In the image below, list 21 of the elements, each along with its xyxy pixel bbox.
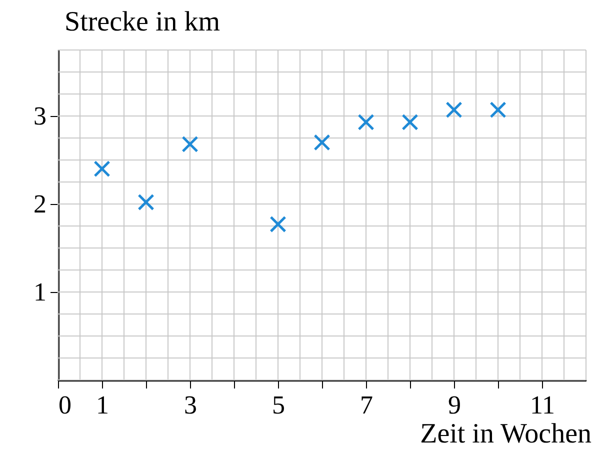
x-axis-title: Zeit in Wochen [420, 418, 592, 450]
point [270, 216, 286, 233]
x-tick-label: 0 [58, 390, 72, 420]
point [138, 194, 154, 211]
y-tick-label: 3 [34, 102, 46, 130]
point [490, 102, 506, 118]
point [402, 114, 418, 130]
point [358, 114, 374, 130]
x-tick-label: 9 [448, 390, 461, 420]
x-tick-label: 3 [184, 390, 197, 420]
y-axis-title: Strecke in km [64, 6, 220, 38]
x-tick-label: 5 [272, 390, 285, 420]
x-tick-label: 1 [96, 390, 109, 420]
y-tick-label: 1 [34, 278, 46, 306]
x-tick-label: 11 [530, 390, 556, 420]
y-tick-label: 2 [34, 190, 46, 218]
point [314, 134, 330, 151]
x-tick-label: 7 [360, 390, 373, 420]
point [94, 160, 110, 178]
point [446, 102, 462, 118]
point [182, 136, 198, 152]
